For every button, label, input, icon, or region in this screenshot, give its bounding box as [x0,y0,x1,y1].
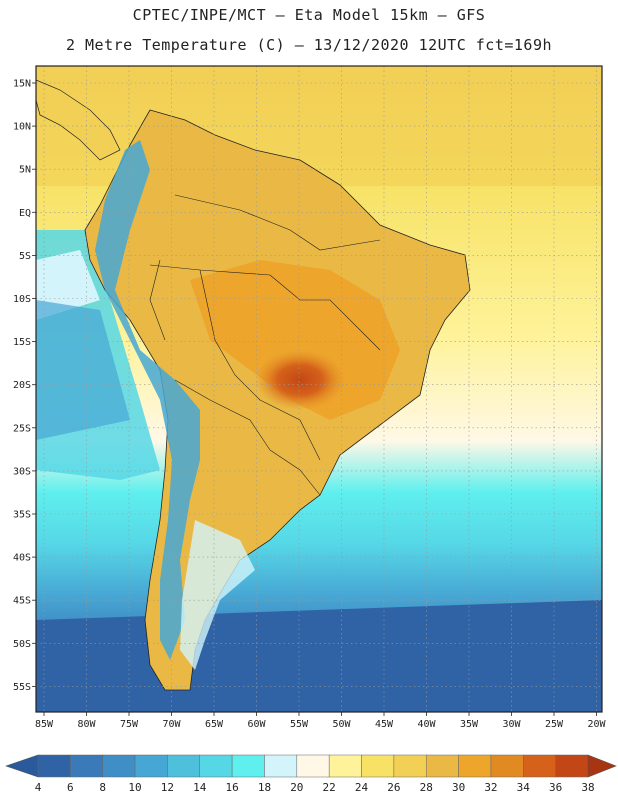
patagonia-cool-region [180,520,255,670]
central-america [36,79,121,161]
colorbar-label: 18 [258,781,271,794]
colorbar-label: 4 [35,781,42,794]
colorbar-box [296,754,330,778]
lon-label: 50W [332,719,351,730]
lat-label: 10N [13,122,31,133]
lat-label: 15S [13,337,31,348]
lon-label: 60W [247,719,266,730]
colorbar-box [328,754,362,778]
colorbar-low-arrow [5,754,39,778]
lat-label: 20S [13,380,31,391]
lat-label: 45S [13,596,31,607]
colorbar-box [264,754,298,778]
lon-label: 35W [460,719,479,730]
lat-label: 15N [13,79,31,90]
lon-label: 85W [35,719,54,730]
colorbar-box [199,754,233,778]
lat-label: 10S [13,294,31,305]
lat-label: 35S [13,510,31,521]
colorbar-label: 10 [128,781,141,794]
colorbar-label: 12 [161,781,174,794]
lat-label: EQ [19,208,31,219]
colorbar-label: 6 [67,781,74,794]
lat-label: 5N [19,165,31,176]
colorbar: 4 6 8 10 12 14 16 18 20 22 24 26 28 30 32 34 36 38 [5,754,617,794]
map-subtitle: 2 Metre Temperature (C) – 13/12/2020 12U… [65,36,553,54]
colorbar-label: 26 [387,781,400,794]
colorbar-label: 32 [484,781,497,794]
heat-core [255,350,345,410]
colorbar-box [361,754,395,778]
colorbar-label: 24 [355,781,369,794]
colorbar-label: 36 [549,781,562,794]
colorbar-label: 16 [225,781,238,794]
colorbar-box [425,754,459,778]
map-plot-area [36,66,602,712]
andes-cold-strip [95,140,200,660]
colorbar-label: 34 [517,781,531,794]
lon-label: 30W [502,719,521,730]
colorbar-label: 28 [420,781,433,794]
hot-interior-region [190,260,400,420]
map-title: CPTEC/INPE/MCT – Eta Model 15km – GFS [132,6,486,24]
lat-label: 30S [13,466,31,477]
lat-label: 25S [13,423,31,434]
lon-label: 40W [417,719,436,730]
country-borders [149,194,381,496]
lat-label: 40S [13,553,31,564]
colorbar-box [231,754,265,778]
colorbar-box [134,754,168,778]
lon-label: 25W [545,719,564,730]
colorbar-box [102,754,136,778]
colorbar-label: 8 [99,781,106,794]
lon-label: 80W [77,719,96,730]
lon-label: 55W [290,719,309,730]
lon-label: 20W [587,719,606,730]
latitude-axis: 15N 10N 5N EQ 5S 10S 15S 20S 25S 30S 35S 40S 45S 50S 5… [13,79,36,693]
colorbar-box [167,754,201,778]
colorbar-label: 38 [581,781,594,794]
longitude-axis: 85W 80W 75W 70W 65W 60W 55W 50W 45W 40W 35W 30W 25W 2… [35,712,607,730]
colorbar-label: 22 [323,781,336,794]
colorbar-high-arrow [587,754,617,778]
lat-label: 5S [19,251,31,262]
lon-label: 70W [162,719,181,730]
lon-label: 65W [205,719,224,730]
colorbar-label: 14 [193,781,207,794]
colorbar-box [458,754,492,778]
colorbar-label: 30 [452,781,465,794]
map-frame [35,65,603,713]
lat-label: 50S [13,639,31,650]
colorbar-label: 20 [290,781,303,794]
colorbar-box [523,754,556,778]
colorbar-box [555,754,589,778]
pacific-mid-band [36,300,130,440]
colorbar-box [490,754,524,778]
lon-label: 45W [375,719,394,730]
colorbar-box [37,754,71,778]
lon-label: 75W [120,719,139,730]
lat-label: 55S [13,682,31,693]
colorbar-box [393,754,427,778]
colorbar-box [70,754,103,778]
